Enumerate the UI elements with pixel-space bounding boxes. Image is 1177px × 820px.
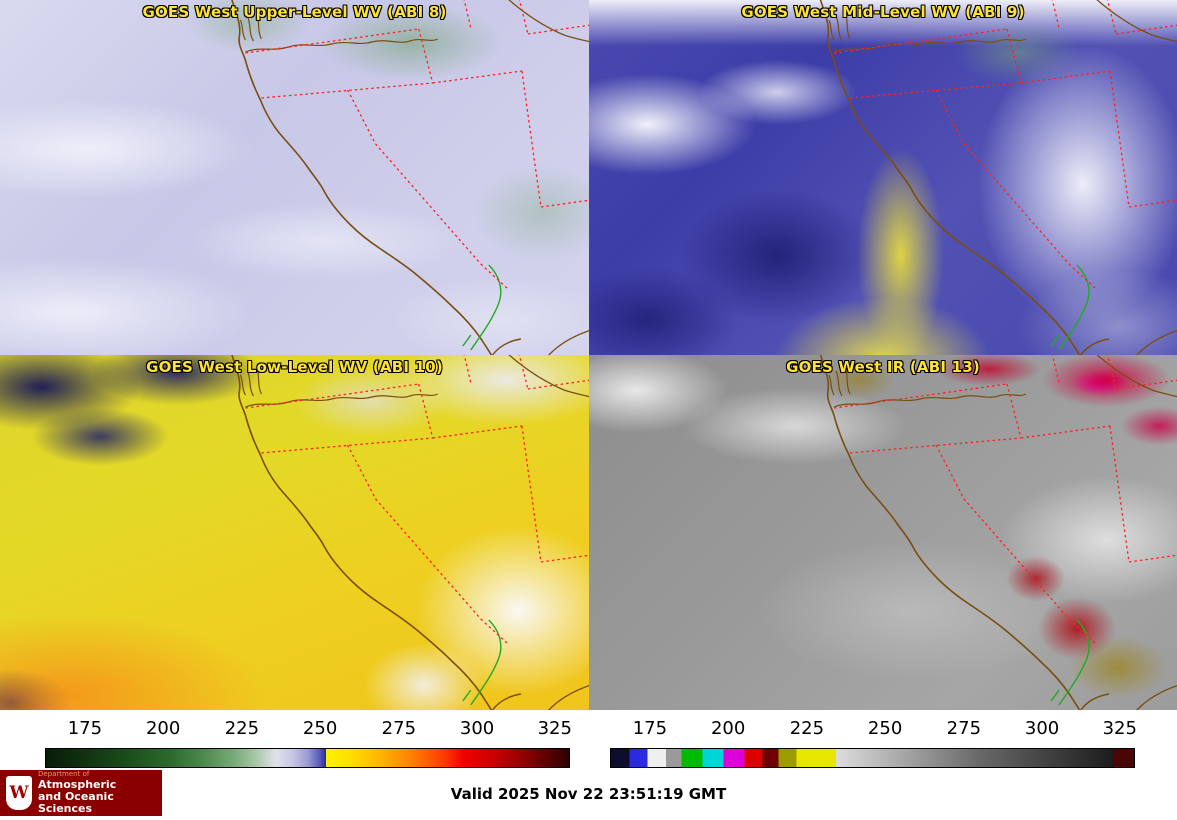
- uw-crest-icon: W: [6, 776, 32, 810]
- panel-grid: GOES West Upper-Level WV (ABI 8) GOES We…: [0, 0, 1177, 710]
- tick-label: 225: [224, 718, 260, 739]
- tick-label: 300: [459, 718, 495, 739]
- ir-colorbar-ticks: 175 200 225 250 275 300 325: [610, 714, 1137, 742]
- tick-label: 275: [381, 718, 417, 739]
- panel-low-level-wv: GOES West Low-Level WV (ABI 10): [0, 355, 589, 710]
- footer: W Department of Atmospheric and Oceanic …: [0, 768, 1177, 820]
- panel-upper-level-wv: GOES West Upper-Level WV (ABI 8): [0, 0, 589, 355]
- tick-label: 250: [302, 718, 338, 739]
- ir-colorbar: [610, 748, 1135, 768]
- logo-line-atmospheric: Atmospheric: [38, 777, 117, 791]
- panel-title-abi13: GOES West IR (ABI 13): [786, 358, 980, 376]
- logo-line-department: Department of: [38, 770, 90, 779]
- tick-label: 200: [145, 718, 181, 739]
- aos-department-logo: W Department of Atmospheric and Oceanic …: [0, 770, 162, 816]
- map-borders-overlay: [230, 355, 589, 710]
- wv-colorbar-ticks: 175 200 225 250 275 300 325: [45, 714, 572, 742]
- wv-colorbar: [45, 748, 570, 768]
- colorbar-row: 175 200 225 250 275 300 325 175 200 225 …: [0, 710, 1177, 768]
- map-borders-overlay: [819, 355, 1177, 710]
- ir-colorbar-block: 175 200 225 250 275 300 325: [589, 714, 1177, 768]
- tick-label: 225: [789, 718, 825, 739]
- wv-colorbar-block: 175 200 225 250 275 300 325: [0, 714, 589, 768]
- tick-label: 250: [867, 718, 903, 739]
- satellite-imagery-abi9: [589, 0, 1177, 355]
- map-borders-overlay: [230, 0, 589, 355]
- tick-label: 275: [946, 718, 982, 739]
- satellite-imagery-abi13: [589, 355, 1177, 710]
- satellite-imagery-abi8: [0, 0, 589, 355]
- logo-line-oceanic: and Oceanic Sciences: [38, 789, 114, 815]
- map-borders-overlay: [819, 0, 1177, 355]
- tick-label: 325: [537, 718, 572, 739]
- tick-label: 300: [1024, 718, 1060, 739]
- valid-time-label: Valid 2025 Nov 22 23:51:19 GMT: [450, 785, 727, 803]
- tick-label: 200: [710, 718, 746, 739]
- panel-mid-level-wv: GOES West Mid-Level WV (ABI 9): [589, 0, 1177, 355]
- panel-title-abi10: GOES West Low-Level WV (ABI 10): [146, 358, 443, 376]
- panel-ir: GOES West IR (ABI 13): [589, 355, 1177, 710]
- panel-title-abi8: GOES West Upper-Level WV (ABI 8): [142, 3, 447, 21]
- satellite-imagery-abi10: [0, 355, 589, 710]
- panel-title-abi9: GOES West Mid-Level WV (ABI 9): [741, 3, 1025, 21]
- tick-label: 175: [67, 718, 103, 739]
- tick-label: 175: [632, 718, 668, 739]
- tick-label: 325: [1102, 718, 1137, 739]
- logo-text: Department of Atmospheric and Oceanic Sc…: [38, 770, 162, 815]
